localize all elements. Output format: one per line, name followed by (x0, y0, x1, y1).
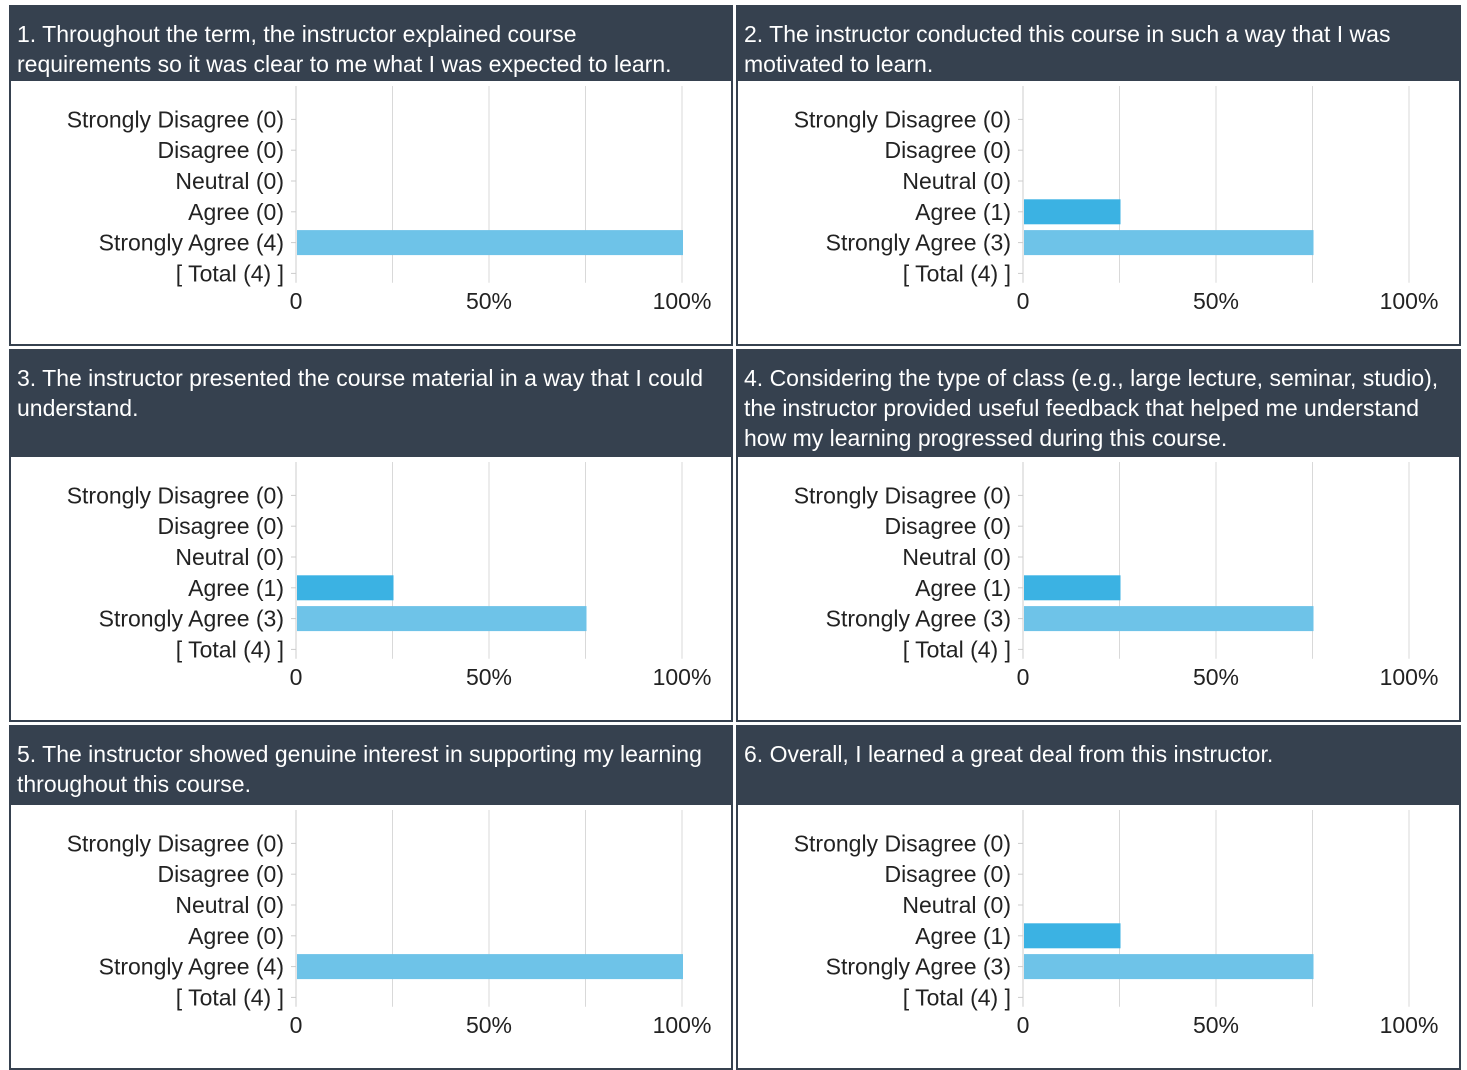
category-label: Strongly Agree (3) (826, 606, 1011, 632)
question-header: 5. The instructor showed genuine interes… (11, 727, 731, 805)
category-label: Neutral (0) (902, 544, 1011, 570)
x-tick-label: 0 (290, 1012, 303, 1038)
category-label: Agree (1) (188, 575, 284, 601)
bar (1024, 199, 1121, 225)
category-label: Strongly Agree (4) (99, 230, 284, 256)
category-label: Neutral (0) (175, 892, 284, 918)
survey-panel-1: 1. Throughout the term, the instructor e… (9, 5, 733, 346)
category-label: [ Total (4) ] (903, 260, 1011, 286)
bar (297, 575, 394, 601)
x-tick-label: 100% (653, 1012, 712, 1038)
category-label: Disagree (0) (884, 861, 1011, 887)
x-tick-label: 50% (1193, 1012, 1239, 1038)
survey-panel-6: 6. Overall, I learned a great deal from … (736, 725, 1461, 1070)
bar (297, 606, 587, 632)
bar-chart: Strongly Disagree (0) Disagree (0) Neutral… (794, 462, 1439, 690)
x-tick-label: 100% (653, 664, 712, 690)
bar-chart: Strongly Disagree (0) Disagree (0) Neutral… (67, 86, 712, 314)
x-tick-label: 0 (1017, 1012, 1030, 1038)
category-label: Strongly Agree (3) (826, 230, 1011, 256)
category-label: [ Total (4) ] (903, 636, 1011, 662)
bar (1024, 606, 1314, 632)
category-label: Strongly Agree (4) (99, 954, 284, 980)
category-label: Disagree (0) (884, 513, 1011, 539)
bar-chart: Strongly Disagree (0) Disagree (0) Neutral… (67, 810, 712, 1038)
survey-panel-4: 4. Considering the type of class (e.g., … (736, 349, 1461, 722)
question-header: 6. Overall, I learned a great deal from … (738, 727, 1459, 805)
category-label: Strongly Disagree (0) (794, 106, 1011, 132)
bar-chart: Strongly Disagree (0) Disagree (0) Neutral… (794, 810, 1439, 1038)
category-label: Neutral (0) (175, 168, 284, 194)
category-label: Strongly Disagree (0) (794, 830, 1011, 856)
question-header: 4. Considering the type of class (e.g., … (738, 351, 1459, 457)
category-label: Disagree (0) (157, 861, 284, 887)
question-text: 5. The instructor showed genuine interes… (17, 741, 702, 797)
x-tick-label: 100% (1380, 664, 1439, 690)
category-label: Strongly Agree (3) (826, 954, 1011, 980)
bar (1024, 575, 1121, 601)
question-text: 3. The instructor presented the course m… (17, 365, 704, 421)
x-tick-label: 100% (1380, 288, 1439, 314)
survey-panel-2: 2. The instructor conducted this course … (736, 5, 1461, 346)
x-tick-label: 0 (290, 664, 303, 690)
x-tick-label: 50% (466, 664, 512, 690)
survey-panel-3: 3. The instructor presented the course m… (9, 349, 733, 722)
question-text: 2. The instructor conducted this course … (744, 21, 1391, 77)
category-label: Neutral (0) (902, 168, 1011, 194)
x-tick-label: 0 (1017, 664, 1030, 690)
bar (297, 954, 683, 980)
category-label: [ Total (4) ] (176, 984, 284, 1010)
category-label: Neutral (0) (175, 544, 284, 570)
category-label: Strongly Agree (3) (99, 606, 284, 632)
bar (1024, 954, 1314, 980)
category-label: Strongly Disagree (0) (67, 482, 284, 508)
x-tick-label: 50% (466, 288, 512, 314)
bar (1024, 923, 1121, 949)
bar-chart: Strongly Disagree (0) Disagree (0) Neutral… (67, 462, 712, 690)
category-label: Agree (0) (188, 199, 284, 225)
category-label: Agree (0) (188, 923, 284, 949)
category-label: [ Total (4) ] (903, 984, 1011, 1010)
question-text: 4. Considering the type of class (e.g., … (744, 365, 1439, 451)
category-label: Disagree (0) (157, 137, 284, 163)
category-label: Disagree (0) (884, 137, 1011, 163)
survey-panel-5: 5. The instructor showed genuine interes… (9, 725, 733, 1070)
question-header: 2. The instructor conducted this course … (738, 7, 1459, 81)
x-tick-label: 50% (1193, 288, 1239, 314)
x-tick-label: 50% (1193, 664, 1239, 690)
category-label: Agree (1) (915, 923, 1011, 949)
x-tick-label: 0 (290, 288, 303, 314)
category-label: Agree (1) (915, 199, 1011, 225)
bar (1024, 230, 1314, 256)
question-text: 1. Throughout the term, the instructor e… (17, 21, 672, 77)
category-label: Strongly Disagree (0) (67, 106, 284, 132)
x-tick-label: 50% (466, 1012, 512, 1038)
category-label: Strongly Disagree (0) (794, 482, 1011, 508)
category-label: Agree (1) (915, 575, 1011, 601)
category-label: [ Total (4) ] (176, 260, 284, 286)
question-header: 1. Throughout the term, the instructor e… (11, 7, 731, 81)
bar-chart: Strongly Disagree (0) Disagree (0) Neutral… (794, 86, 1439, 314)
bar (297, 230, 683, 256)
question-text: 6. Overall, I learned a great deal from … (744, 741, 1274, 767)
category-label: [ Total (4) ] (176, 636, 284, 662)
x-tick-label: 0 (1017, 288, 1030, 314)
x-tick-label: 100% (1380, 1012, 1439, 1038)
category-label: Neutral (0) (902, 892, 1011, 918)
category-label: Strongly Disagree (0) (67, 830, 284, 856)
question-header: 3. The instructor presented the course m… (11, 351, 731, 457)
x-tick-label: 100% (653, 288, 712, 314)
category-label: Disagree (0) (157, 513, 284, 539)
